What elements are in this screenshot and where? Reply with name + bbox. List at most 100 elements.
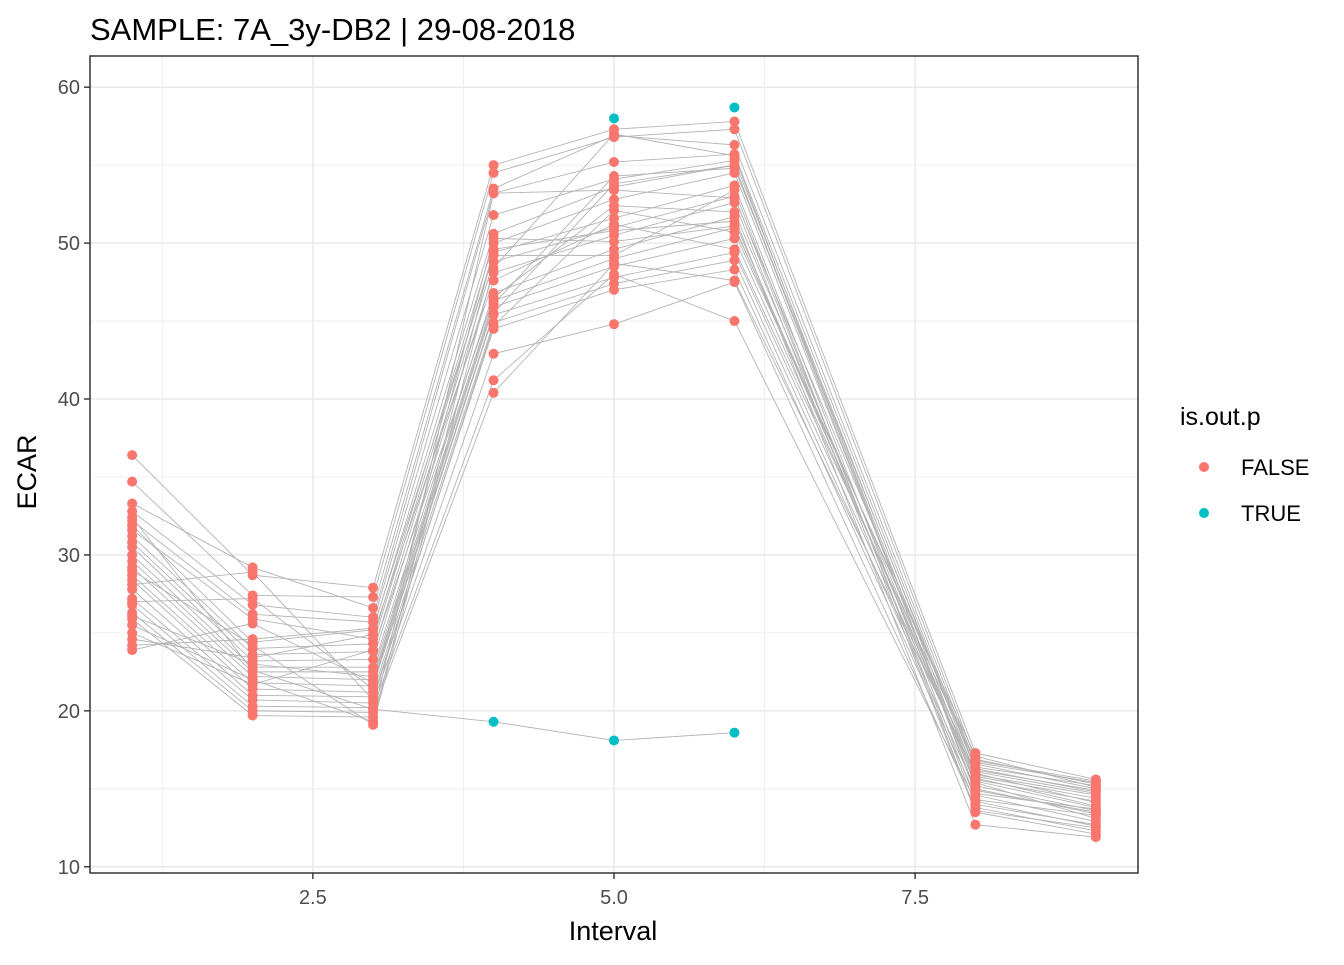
data-point-false: [729, 192, 740, 203]
data-point-false: [488, 348, 499, 359]
series-line: [131, 216, 1096, 838]
data-point-false: [127, 645, 138, 656]
data-point-false: [247, 679, 258, 690]
data-point-false: [970, 774, 981, 785]
data-point-false: [729, 150, 740, 161]
data-point-false: [729, 206, 740, 217]
series-line: [131, 135, 1096, 790]
series-line: [131, 517, 735, 741]
series-line: [131, 133, 1096, 810]
data-point-false: [247, 593, 258, 604]
data-point-false: [488, 308, 499, 319]
data-point-false: [609, 205, 619, 216]
data-point-false: [247, 665, 258, 676]
data-point-false: [609, 258, 619, 269]
data-point-false: [247, 618, 258, 629]
data-point-true: [729, 102, 740, 113]
data-point-false: [247, 640, 258, 651]
series-line: [131, 164, 1096, 808]
data-point-false: [488, 250, 499, 261]
series-line: [131, 121, 1096, 780]
data-point-false: [127, 620, 138, 631]
y-tick-label: 40: [58, 389, 80, 411]
data-point-false: [488, 275, 499, 286]
data-point-false: [729, 227, 740, 238]
series-line: [132, 223, 1096, 784]
data-point-false: [488, 167, 499, 178]
data-point-false: [609, 128, 619, 139]
data-point-false: [1090, 822, 1101, 833]
data-point-false: [609, 284, 619, 295]
data-point-false: [970, 788, 981, 799]
y-tick-label: 60: [58, 77, 80, 99]
data-point-false: [729, 185, 740, 196]
data-point-false: [488, 298, 499, 309]
data-point-false: [729, 139, 740, 150]
data-point-false: [729, 116, 740, 127]
data-point-false: [729, 244, 740, 255]
data-point-false: [488, 263, 499, 274]
data-point-false: [1090, 796, 1101, 807]
data-point-false: [970, 796, 981, 807]
y-axis-label: ECAR: [12, 434, 42, 509]
series-line: [131, 259, 1096, 815]
x-tick-label: 5.0: [600, 887, 628, 909]
data-point-false: [127, 579, 138, 590]
data-point-false: [609, 178, 619, 189]
y-tick-label: 10: [58, 857, 80, 879]
legend: is.out.p FALSE TRUE: [1180, 403, 1309, 526]
data-point-true: [729, 727, 740, 738]
legend-label-false: FALSE: [1241, 455, 1309, 480]
data-point-false: [488, 375, 499, 386]
data-point-false: [609, 250, 619, 261]
data-point-true: [609, 735, 619, 746]
series-line: [131, 184, 1096, 816]
data-point-false: [247, 710, 258, 721]
data-point-false: [127, 610, 138, 621]
data-points: [127, 102, 1101, 843]
data-point-false: [488, 210, 499, 221]
data-point-false: [127, 476, 138, 487]
data-point-false: [488, 160, 499, 171]
legend-key-true: [1199, 508, 1209, 518]
data-point-false: [488, 188, 499, 199]
data-point-false: [970, 805, 981, 816]
data-point-false: [609, 171, 619, 182]
data-point-false: [368, 645, 379, 656]
data-point-false: [368, 719, 379, 730]
y-tick-label: 20: [58, 701, 80, 723]
data-point-false: [368, 602, 379, 613]
data-point-false: [729, 316, 740, 327]
data-point-false: [488, 320, 499, 331]
legend-label-true: TRUE: [1241, 501, 1301, 526]
data-point-false: [970, 765, 981, 776]
data-point-true: [488, 716, 499, 727]
series-line: [131, 189, 1096, 787]
legend-key-false: [1199, 462, 1209, 472]
series-line: [131, 273, 1096, 827]
data-point-false: [368, 623, 379, 634]
series-line: [131, 262, 1096, 804]
data-point-false: [729, 264, 740, 275]
series-line: [131, 281, 1096, 832]
data-point-false: [488, 233, 499, 244]
data-point-false: [127, 565, 138, 576]
data-point-false: [609, 219, 619, 230]
series-line: [132, 209, 1096, 788]
data-point-false: [609, 157, 619, 168]
data-point-false: [127, 542, 138, 553]
series-line: [131, 153, 1096, 793]
series-line: [131, 205, 1096, 799]
data-point-false: [127, 498, 138, 509]
series-line: [132, 189, 1096, 829]
data-point-false: [368, 694, 379, 705]
data-point-false: [127, 512, 138, 523]
data-point-false: [729, 275, 740, 286]
data-point-false: [127, 450, 138, 461]
x-axis-label: Interval: [569, 916, 658, 946]
chart-title: SAMPLE: 7A_3y-DB2 | 29-08-2018: [90, 12, 575, 47]
data-point-false: [1090, 804, 1101, 815]
data-point-false: [127, 596, 138, 607]
data-point-false: [368, 654, 379, 665]
